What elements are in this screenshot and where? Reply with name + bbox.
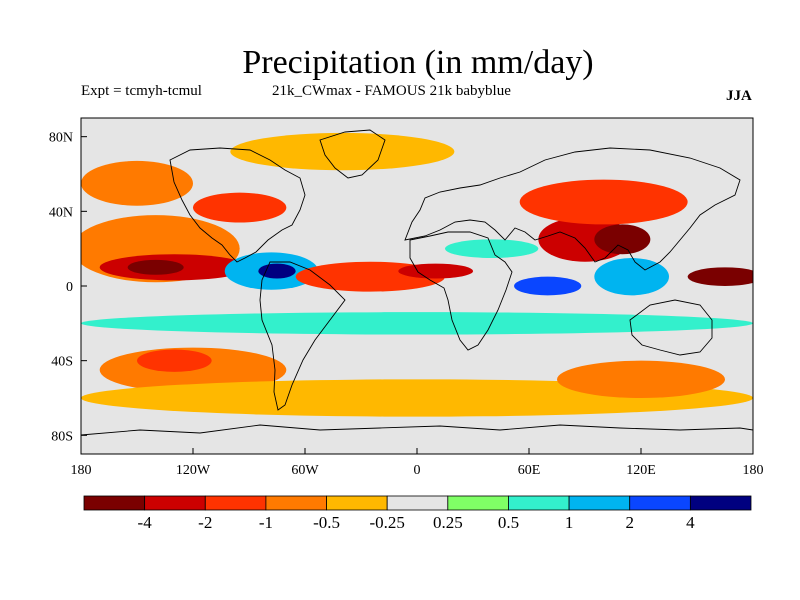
field-north-pacific-drying [81,160,193,206]
colorbar-label: 1 [565,513,574,532]
coastline-africa [409,231,513,351]
coastline-south-america [259,261,346,411]
colorbar-label: 0.5 [498,513,519,532]
field-southern-ocean-wetting [81,312,753,335]
field-asia-drying [519,179,688,225]
field-south-pacific-drying-core [137,349,212,372]
colorbar-swatch [386,495,449,511]
field-north-america-drying [193,192,287,223]
coastline-europe-asia [404,147,741,271]
x-tick-label: 120E [626,463,656,478]
colorbar-swatch [508,495,570,511]
colorbar-label: -0.5 [313,513,340,532]
y-tick-label: 80S [51,429,73,444]
x-axis-ticks: 180 120W 60W 0 60E 120E 180 [71,448,764,478]
colorbar-label: -0.25 [369,513,404,532]
colorbar-label: 4 [686,513,695,532]
field-west-pacific-drying-core [687,267,753,286]
x-tick-label: 180 [743,463,764,478]
coastline-australia [629,299,713,356]
field-south-indian-drying [557,360,725,399]
y-tick-label: 40S [51,355,73,370]
chart-title: Precipitation (in mm/day) [242,44,594,81]
y-tick-label: 40N [49,205,73,220]
colorbar-swatch [265,495,327,511]
coastline-north-america [169,147,306,263]
y-tick-label: 80N [49,131,73,146]
colorbar-swatch [689,495,752,511]
colorbar-swatch [447,495,509,511]
colorbar-label: -4 [138,513,153,532]
x-tick-label: 180 [71,463,92,478]
experiment-label: Expt = tcmyh-tcmul [81,83,202,99]
colorbar: -4 -2 -1 -0.5 -0.25 0.25 0.5 1 2 4 [83,495,752,532]
x-tick-label: 60E [518,463,541,478]
coastline-greenland [319,129,386,179]
colorbar-swatch [83,495,146,511]
field-west-africa-drying [398,263,473,279]
field-east-asia-drying-core [594,224,651,255]
field-arabia-wetting [445,239,539,258]
colorbar-swatch [204,495,267,511]
coastline-antarctica [81,424,753,436]
coastlines [81,129,753,436]
x-tick-label: 60W [291,463,319,478]
comparison-label: 21k_CWmax - FAMOUS 21k babyblue [272,83,511,99]
field-north-atlantic-arctic-drying [230,132,455,171]
season-label: JJA [726,88,752,104]
colorbar-swatch [326,495,388,511]
x-tick-label: 120W [176,463,211,478]
colorbar-swatch [568,495,631,511]
anomaly-fields [81,132,753,417]
colorbar-label: -2 [198,513,212,532]
colorbar-swatch [629,495,691,511]
colorbar-label: 2 [625,513,634,532]
field-central-pacific-drying-core [127,259,184,275]
y-tick-label: 0 [66,280,73,295]
colorbar-label: 0.25 [433,513,463,532]
field-indian-ocean-wetting [514,276,582,296]
y-axis-ticks: 80N 40N 0 40S 80S [49,131,87,444]
colorbar-label: -1 [259,513,273,532]
x-tick-label: 0 [414,463,421,478]
colorbar-swatch [144,495,206,511]
